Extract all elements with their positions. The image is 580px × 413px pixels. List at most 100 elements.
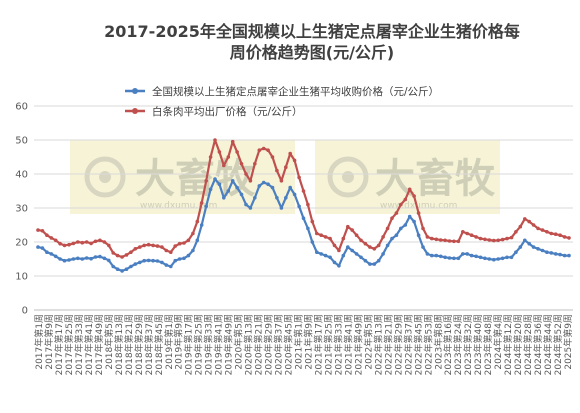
data-point — [465, 231, 470, 236]
x-tick-label: 2023年第24周 — [452, 314, 464, 375]
data-point — [372, 262, 377, 266]
watermark-text-right: 大畜牧 — [375, 156, 496, 202]
x-tick-label: 2019年第1周 — [163, 314, 175, 370]
data-point — [549, 251, 554, 255]
data-point — [98, 254, 102, 259]
data-point — [138, 245, 142, 249]
y-tick-label: 60 — [15, 102, 28, 113]
x-tick-label: 2019年第33周 — [203, 314, 215, 375]
data-point — [279, 206, 284, 210]
data-point — [394, 233, 399, 237]
data-point — [518, 224, 523, 229]
data-point — [169, 250, 173, 254]
data-point — [328, 255, 332, 260]
data-point — [412, 194, 416, 198]
data-point — [244, 202, 248, 207]
data-point — [213, 138, 217, 142]
data-point — [155, 244, 160, 248]
x-tick-label: 2021年第49周 — [352, 314, 364, 375]
watermark: 大畜牧 www.dxumu.com 大畜牧 www.dxumu.com — [70, 140, 500, 214]
data-point — [523, 217, 527, 221]
x-tick-label: 2017年第17周 — [53, 314, 65, 375]
data-point — [146, 242, 151, 247]
chart-title-line1: 2017-2025年全国规模以上生猪定点屠宰企业生猪价格每 — [104, 22, 520, 41]
data-point — [346, 224, 350, 229]
data-point — [124, 253, 129, 257]
y-tick-label: 20 — [15, 238, 28, 249]
data-point — [421, 226, 425, 231]
x-tick-label: 2023年第32周 — [462, 314, 474, 375]
data-point — [226, 189, 231, 193]
y-tick-label: 40 — [15, 170, 28, 181]
data-point — [120, 255, 124, 259]
data-point — [173, 244, 177, 248]
data-point — [421, 245, 425, 249]
series-lines — [36, 138, 571, 273]
x-tick-label: 2021年第9周 — [302, 314, 314, 370]
data-point — [438, 238, 443, 242]
data-point — [195, 219, 200, 224]
x-tick-label: 2018年第21周 — [123, 314, 135, 375]
data-point — [306, 202, 310, 207]
data-point — [545, 250, 549, 254]
data-point — [447, 256, 452, 260]
data-point — [558, 252, 562, 257]
data-point — [76, 256, 80, 261]
data-point — [403, 197, 408, 202]
data-point — [461, 252, 465, 256]
data-point — [558, 233, 562, 237]
data-point — [288, 185, 293, 190]
data-point — [129, 250, 133, 254]
x-tick-label: 2022年第13周 — [372, 314, 384, 375]
data-point — [545, 230, 549, 234]
data-point — [323, 253, 328, 258]
x-tick-label: 2024年第4周 — [492, 314, 504, 370]
data-point — [164, 263, 169, 267]
data-point — [381, 235, 385, 239]
x-tick-label: 2024年第20周 — [512, 314, 524, 375]
data-point — [412, 219, 416, 224]
data-point — [359, 238, 363, 243]
x-tick-label: 2018年第45周 — [153, 314, 165, 375]
watermark-logo-right — [327, 156, 369, 198]
x-tick-label: 2017年第25周 — [63, 314, 75, 375]
data-point — [115, 253, 120, 258]
data-point — [120, 269, 124, 273]
y-tick-label: 10 — [15, 272, 28, 283]
data-point — [430, 253, 434, 258]
data-point — [292, 192, 297, 197]
data-point — [253, 196, 257, 200]
x-tick-label: 2017年第1周 — [33, 314, 45, 370]
x-tick-label: 2019年第49周 — [223, 314, 235, 375]
data-point — [257, 184, 262, 188]
x-tick-label: 2020年第5周 — [233, 314, 245, 370]
data-point — [239, 162, 244, 166]
x-tick-label: 2021年第25周 — [322, 314, 334, 375]
data-point — [235, 185, 239, 190]
data-point — [208, 155, 213, 159]
x-tick-label: 2024年第36周 — [532, 314, 544, 375]
data-point — [186, 238, 191, 243]
x-tick-label: 2022年第29周 — [392, 314, 404, 375]
data-point — [553, 232, 558, 236]
data-point — [469, 233, 474, 237]
data-point — [483, 256, 487, 261]
data-point — [337, 248, 341, 253]
x-tick-label: 2024年第12周 — [502, 314, 514, 375]
data-point — [434, 253, 439, 258]
data-point — [155, 259, 160, 263]
data-point — [354, 233, 359, 237]
data-point — [160, 245, 164, 249]
data-point — [58, 257, 62, 261]
data-point — [115, 267, 120, 272]
data-point — [319, 252, 324, 256]
data-point — [266, 148, 270, 152]
data-point — [430, 236, 434, 241]
data-point — [447, 239, 452, 243]
x-tick-label: 2019年第17周 — [183, 314, 195, 375]
data-point — [328, 236, 332, 241]
x-tick-label: 2019年第25周 — [193, 314, 205, 375]
x-tick-label: 2024年第52周 — [552, 314, 564, 375]
data-point — [199, 223, 204, 227]
data-point — [62, 243, 67, 248]
